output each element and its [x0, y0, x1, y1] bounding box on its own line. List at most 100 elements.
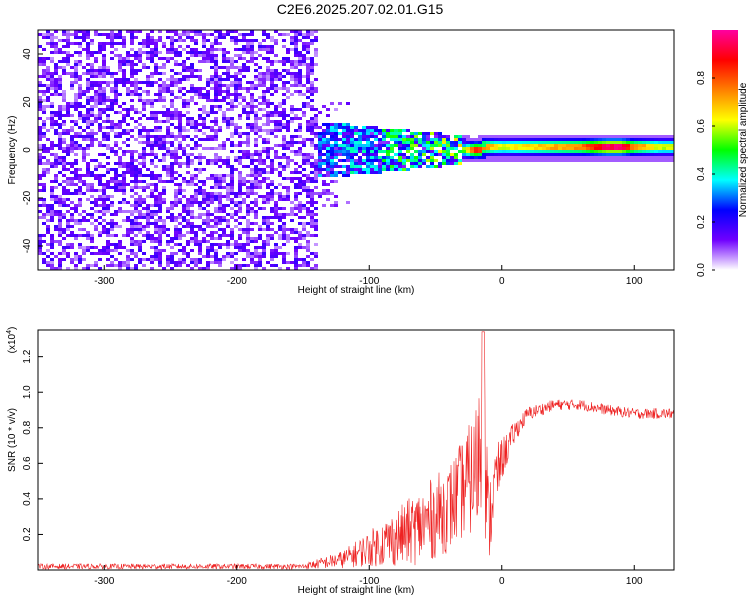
heatmap-cell — [262, 252, 266, 255]
heatmap-cell — [294, 198, 298, 201]
heatmap-cell — [418, 150, 422, 153]
heatmap-cell — [70, 261, 74, 264]
heatmap-cell — [198, 249, 202, 252]
heatmap-cell — [130, 174, 134, 177]
heatmap-cell — [518, 135, 522, 138]
heatmap-cell — [610, 147, 614, 150]
heatmap-cell — [310, 93, 314, 96]
heatmap-cell — [262, 147, 266, 150]
heatmap-cell — [262, 48, 266, 51]
heatmap-cell — [190, 258, 194, 261]
heatmap-cell — [242, 231, 246, 234]
heatmap-cell — [98, 93, 102, 96]
heatmap-cell — [50, 252, 54, 255]
heatmap-cell — [38, 162, 42, 165]
heatmap-cell — [134, 192, 138, 195]
heatmap-cell — [234, 39, 238, 42]
heatmap-cell — [398, 141, 402, 144]
heatmap-cell — [298, 153, 302, 156]
heatmap-cell — [94, 177, 98, 180]
heatmap-cell — [586, 153, 590, 156]
heatmap-cell — [370, 156, 374, 159]
heatmap-cell — [278, 219, 282, 222]
heatmap-cell — [566, 141, 570, 144]
heatmap-cell — [242, 33, 246, 36]
heatmap-cell — [414, 144, 418, 147]
heatmap-cell — [150, 72, 154, 75]
heatmap-cell — [218, 180, 222, 183]
heatmap-cell — [190, 204, 194, 207]
heatmap-cell — [246, 102, 250, 105]
heatmap-cell — [218, 198, 222, 201]
heatmap-cell — [94, 30, 98, 33]
heatmap-cell — [194, 102, 198, 105]
heatmap-cell — [142, 108, 146, 111]
heatmap-cell — [462, 135, 466, 138]
heatmap-cell — [194, 189, 198, 192]
heatmap-cell — [206, 147, 210, 150]
heatmap-cell — [38, 234, 42, 237]
heatmap-cell — [58, 81, 62, 84]
heatmap-cell — [230, 174, 234, 177]
heatmap-cell — [342, 141, 346, 144]
heatmap-cell — [158, 234, 162, 237]
heatmap-cell — [194, 183, 198, 186]
heatmap-cell — [310, 195, 314, 198]
heatmap-cell — [302, 60, 306, 63]
snr-x-ticks: -300 -200 -100 0 100 — [94, 565, 643, 587]
heatmap-cell — [350, 153, 354, 156]
heatmap-cell — [78, 42, 82, 45]
heatmap-cell — [106, 171, 110, 174]
heatmap-cell — [114, 210, 118, 213]
heatmap-cell — [266, 99, 270, 102]
heatmap-cell — [166, 141, 170, 144]
heatmap-cell — [74, 36, 78, 39]
heatmap-cell — [62, 72, 66, 75]
heatmap-cell — [94, 189, 98, 192]
heatmap-cell — [474, 150, 478, 153]
heatmap-cell — [154, 258, 158, 261]
heatmap-cell — [274, 78, 278, 81]
heatmap-cell — [138, 69, 142, 72]
heatmap-cell — [398, 165, 402, 168]
heatmap-cell — [326, 108, 330, 111]
heatmap-cell — [190, 117, 194, 120]
heatmap-cell — [246, 180, 250, 183]
heatmap-cell — [366, 165, 370, 168]
heatmap-cell — [58, 216, 62, 219]
heatmap-cell — [466, 141, 470, 144]
heatmap-cell — [294, 114, 298, 117]
heatmap-cell — [106, 252, 110, 255]
heatmap-cell — [82, 36, 86, 39]
heatmap-cell — [658, 150, 662, 153]
heatmap-cell — [174, 195, 178, 198]
heatmap-cell — [374, 138, 378, 141]
heatmap-cell — [250, 153, 254, 156]
heatmap-cell — [230, 255, 234, 258]
heatmap-cell — [70, 135, 74, 138]
heatmap-cell — [466, 135, 470, 138]
heatmap-cell — [498, 147, 502, 150]
heatmap-cell — [130, 105, 134, 108]
heatmap-cell — [166, 165, 170, 168]
heatmap-cell — [378, 147, 382, 150]
heatmap-cell — [170, 36, 174, 39]
heatmap-cell — [278, 216, 282, 219]
heatmap-cell — [410, 156, 414, 159]
heatmap-cell — [62, 156, 66, 159]
heatmap-cell — [490, 147, 494, 150]
heatmap-cell — [650, 141, 654, 144]
heatmap-cell — [186, 153, 190, 156]
heatmap-cell — [262, 96, 266, 99]
heatmap-cell — [606, 159, 610, 162]
heatmap-cell — [182, 60, 186, 63]
heatmap-cell — [266, 228, 270, 231]
heatmap-cell — [58, 141, 62, 144]
heatmap-cell — [42, 57, 46, 60]
heatmap-cell — [274, 120, 278, 123]
heatmap-cell — [246, 252, 250, 255]
heatmap-cell — [322, 105, 326, 108]
heatmap-cell — [354, 153, 358, 156]
heatmap-cell — [418, 141, 422, 144]
heatmap-cell — [542, 159, 546, 162]
